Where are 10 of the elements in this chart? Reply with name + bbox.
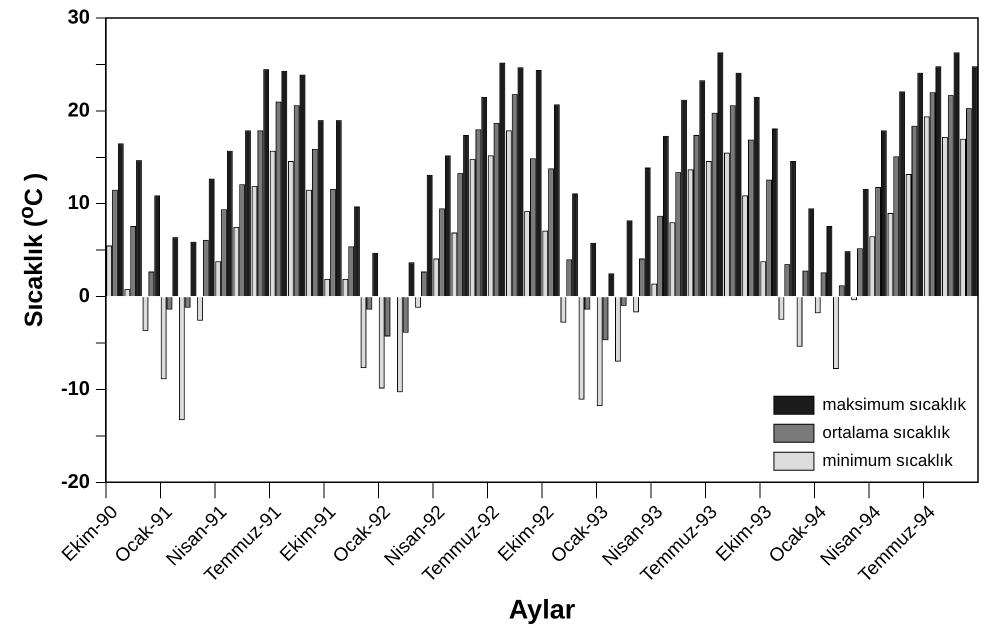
y-tick-label: -20	[61, 470, 90, 493]
y-tick-label: 20	[68, 99, 90, 122]
y-tick-label: 30	[68, 6, 90, 29]
legend-label: maksimum sıcaklık	[822, 394, 966, 414]
y-tick-label: 10	[68, 192, 90, 214]
y-tick-label: 0	[78, 285, 90, 308]
legend-label: minimum sıcaklık	[822, 450, 954, 470]
y-tick-label: -10	[61, 378, 90, 400]
x-axis-title: Aylar	[508, 594, 576, 624]
legend-label: ortalama sıcaklık	[822, 422, 950, 442]
